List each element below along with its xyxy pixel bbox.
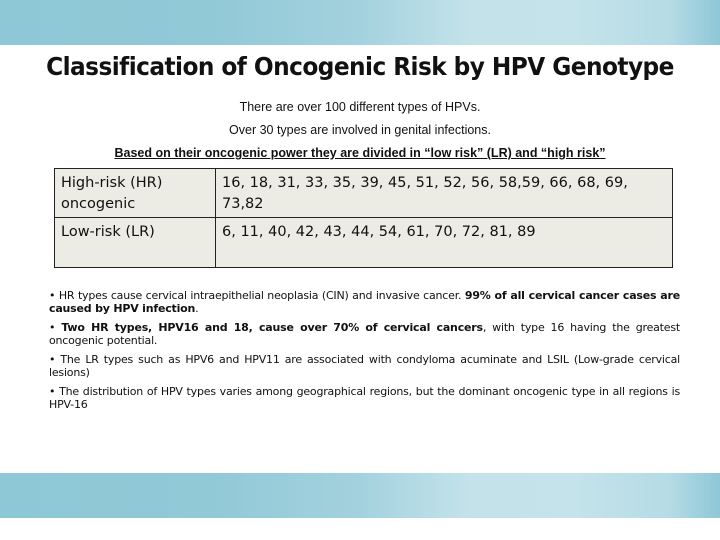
table-row-high-risk: High-risk (HR) oncogenic 16, 18, 31, 33,… — [54, 168, 673, 218]
bullet-marker: • — [49, 321, 56, 334]
bullet-marker: • — [49, 353, 56, 366]
slide-title: Classification of Oncogenic Risk by HPV … — [46, 52, 674, 81]
bullet-item: • The LR types such as HPV6 and HPV11 ar… — [49, 353, 680, 379]
bullet-text-tail: , with type 16 having the greatest oncog… — [49, 321, 680, 347]
genotypes-cell: 6, 11, 40, 42, 43, 44, 54, 61, 70, 72, 8… — [215, 217, 673, 268]
category-cell: Low-risk (LR) — [54, 217, 216, 268]
category-cell: High-risk (HR) oncogenic — [54, 168, 216, 218]
bullet-bold-text: 99% of all cervical cancer cases are cau… — [49, 289, 680, 315]
bullet-item: • HR types cause cervical intraepithelia… — [49, 289, 680, 315]
risk-classification-table: High-risk (HR) oncogenic 16, 18, 31, 33,… — [54, 168, 673, 268]
bullet-text: The LR types such as HPV6 and HPV11 are … — [49, 353, 680, 379]
bullet-text: HR types cause cervical intraepithelial … — [55, 289, 465, 302]
bullet-list: • HR types cause cervical intraepithelia… — [49, 289, 680, 418]
top-decorative-band — [0, 0, 720, 45]
bullet-text: The distribution of HPV types varies amo… — [49, 385, 680, 411]
bullet-text-tail: . — [195, 301, 199, 315]
bullet-marker: • — [49, 289, 56, 302]
bullet-bold-text: Two HR types, HPV16 and 18, cause over 7… — [61, 321, 483, 334]
bottom-decorative-band — [0, 473, 720, 518]
intro-line-2: Over 30 types are involved in genital in… — [229, 123, 491, 137]
genotypes-cell: 16, 18, 31, 33, 35, 39, 45, 51, 52, 56, … — [215, 168, 673, 218]
bullet-item: • The distribution of HPV types varies a… — [49, 385, 680, 411]
bullet-item: • Two HR types, HPV16 and 18, cause over… — [49, 321, 680, 347]
intro-line-1: There are over 100 different types of HP… — [239, 100, 481, 114]
table-row-low-risk: Low-risk (LR) 6, 11, 40, 42, 43, 44, 54,… — [54, 217, 673, 268]
intro-line-3: Based on their oncogenic power they are … — [114, 146, 606, 160]
bullet-marker: • — [49, 385, 56, 398]
